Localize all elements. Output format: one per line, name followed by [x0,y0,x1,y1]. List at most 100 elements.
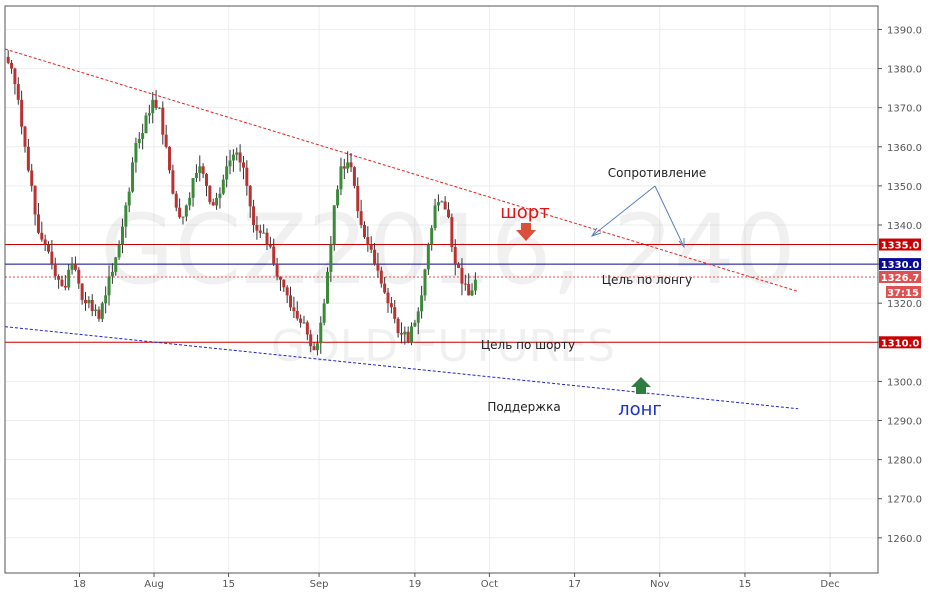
candle-body [97,309,101,319]
candle-body [60,279,64,286]
candle-body [309,334,313,347]
candle-body [90,299,94,312]
candle-body [63,285,67,288]
candle-body [161,107,165,135]
y-tick-label: 1270.0 [887,495,922,506]
candle-body [305,322,309,335]
axes: 1260.0 1270.0 1280.0 1290.0 1300.0 1310.0 1320… [4,5,922,590]
support-label: Поддержка [487,400,560,414]
candle-body [77,269,81,284]
candle-body [258,230,262,233]
y-tick-label: 1370.0 [887,104,922,115]
y-tick-label: 1390.0 [887,25,922,36]
candle-body [198,166,202,173]
candle-body [107,276,111,296]
price-tag [879,336,921,349]
short-arrow-icon [516,223,536,241]
candle-body [275,264,279,277]
candle-body [131,162,135,192]
candle-body [178,207,182,218]
candle-body [295,311,299,319]
candle-body [376,264,380,271]
candle-body [194,172,198,179]
resistance-arrowhead-right [678,238,685,249]
candle-body [349,162,353,168]
candle-body [181,216,185,218]
candle-body [120,226,124,245]
long-arrow-icon [631,377,651,394]
candle-body [235,152,239,155]
candle-body [393,307,397,319]
candle-body [268,244,272,247]
candle-body [332,205,336,245]
candle-body [100,303,104,319]
candle-body [403,331,407,335]
candle-body [57,276,61,280]
candle-body [23,126,27,147]
y-tick-label: 1320.0 [887,299,922,310]
candle-body [67,269,71,288]
candle-body [352,167,356,186]
target-short-label: Цель по шорту [481,338,575,352]
candle-body [457,264,461,269]
y-tick-label: 1280.0 [887,456,922,467]
candle-body [433,205,437,228]
candle-body [322,303,326,323]
price-tag [879,258,921,271]
price-tag-label: 1330.0 [881,260,920,271]
candle-body [117,244,121,258]
price-tag-label: 1335.0 [881,241,920,252]
candle-body [127,191,131,206]
candle-body [406,331,410,343]
trendlines [4,48,799,410]
candle-body [30,170,34,186]
price-tag [879,270,921,283]
candle-body [221,179,225,194]
x-tick-label: 15 [739,579,752,590]
candle-body [248,185,252,207]
candle-body [157,107,161,109]
y-tick-label: 1350.0 [887,182,922,193]
candle-body [50,251,54,265]
candle-body [272,246,276,265]
x-tick-label: Aug [144,579,164,590]
candle-body [137,138,141,144]
countdown-label: 37:15 [887,288,919,299]
resistance-arrowhead-left [590,227,602,237]
x-tick-label: Oct [481,579,498,590]
candle-body [36,214,40,233]
candle-body [211,202,215,206]
candle-body [463,283,467,285]
candle-body [379,270,383,284]
candle-body [346,162,350,169]
candle-body [154,99,158,108]
candle-body [16,84,20,100]
candle-body [10,62,14,69]
candle-body [336,189,340,206]
candle-body [470,290,474,296]
candle-body [299,318,303,323]
candle-body [292,307,296,312]
candle-body [410,326,414,343]
candle-body [134,143,138,163]
candle-body [87,299,91,304]
candle-body [252,206,256,225]
candle-body [460,268,464,284]
resistance-arrow-left [591,185,656,237]
resistance-label: Сопротивление [608,166,706,180]
candle-body [440,201,444,203]
long-label: лонг [618,399,662,420]
candle-body [238,152,242,163]
support-trendline[interactable] [4,326,799,410]
candle-body [104,295,108,304]
candle-body [225,166,229,180]
candle-body [47,244,51,252]
candle-body [289,295,293,308]
resistance-trendline[interactable] [4,48,799,292]
x-tick-label: 17 [568,579,581,590]
candle-body [201,166,205,174]
x-tick-label: 18 [73,579,86,590]
candle-body [141,133,145,139]
